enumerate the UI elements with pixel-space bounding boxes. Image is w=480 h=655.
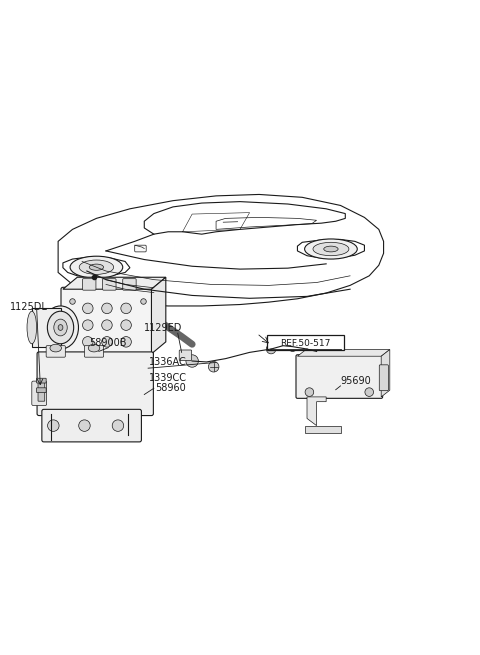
Text: 1339CC: 1339CC — [149, 373, 187, 383]
FancyBboxPatch shape — [84, 346, 104, 357]
FancyBboxPatch shape — [42, 409, 142, 442]
Circle shape — [278, 341, 288, 350]
FancyBboxPatch shape — [32, 381, 47, 405]
Ellipse shape — [70, 256, 123, 278]
Circle shape — [121, 320, 132, 330]
Text: 58960: 58960 — [155, 383, 186, 393]
Circle shape — [305, 388, 314, 396]
Text: REF.50-517: REF.50-517 — [281, 339, 331, 348]
Text: 1125DL: 1125DL — [10, 302, 48, 312]
Polygon shape — [32, 309, 60, 346]
Polygon shape — [381, 350, 390, 397]
FancyBboxPatch shape — [36, 388, 46, 392]
Ellipse shape — [50, 345, 61, 352]
Polygon shape — [305, 426, 340, 433]
FancyBboxPatch shape — [38, 381, 45, 392]
Ellipse shape — [27, 311, 36, 344]
Circle shape — [83, 337, 93, 347]
Circle shape — [266, 345, 276, 354]
FancyBboxPatch shape — [379, 365, 388, 390]
Ellipse shape — [324, 246, 338, 252]
FancyBboxPatch shape — [36, 378, 46, 383]
FancyBboxPatch shape — [83, 278, 96, 290]
FancyBboxPatch shape — [123, 278, 136, 290]
FancyBboxPatch shape — [267, 335, 344, 350]
FancyBboxPatch shape — [296, 355, 383, 398]
Circle shape — [112, 420, 124, 432]
Text: 95690: 95690 — [340, 376, 371, 386]
Ellipse shape — [89, 264, 104, 271]
Circle shape — [83, 320, 93, 330]
Ellipse shape — [43, 306, 78, 349]
Circle shape — [79, 420, 90, 432]
Ellipse shape — [54, 319, 67, 336]
Text: 1336AC: 1336AC — [149, 357, 187, 367]
FancyBboxPatch shape — [38, 390, 45, 402]
Ellipse shape — [79, 260, 114, 274]
Polygon shape — [307, 397, 326, 426]
Text: 58900B: 58900B — [90, 337, 127, 348]
Ellipse shape — [48, 311, 74, 344]
Circle shape — [121, 303, 132, 314]
FancyBboxPatch shape — [37, 352, 154, 415]
Circle shape — [186, 355, 198, 367]
Ellipse shape — [88, 345, 100, 352]
Circle shape — [121, 337, 132, 347]
Circle shape — [365, 388, 373, 396]
FancyBboxPatch shape — [135, 245, 146, 252]
Ellipse shape — [313, 242, 349, 255]
Circle shape — [83, 303, 93, 314]
Circle shape — [102, 320, 112, 330]
Circle shape — [208, 362, 219, 372]
Circle shape — [288, 342, 298, 352]
FancyBboxPatch shape — [179, 350, 192, 360]
Polygon shape — [298, 350, 390, 356]
FancyBboxPatch shape — [46, 346, 65, 357]
Ellipse shape — [58, 325, 63, 330]
FancyBboxPatch shape — [61, 288, 154, 356]
Circle shape — [102, 337, 112, 347]
Polygon shape — [63, 277, 166, 290]
Circle shape — [48, 420, 59, 432]
Polygon shape — [152, 277, 166, 354]
Text: 1129ED: 1129ED — [144, 324, 182, 333]
FancyBboxPatch shape — [103, 278, 116, 290]
Ellipse shape — [305, 239, 357, 259]
Circle shape — [102, 303, 112, 314]
